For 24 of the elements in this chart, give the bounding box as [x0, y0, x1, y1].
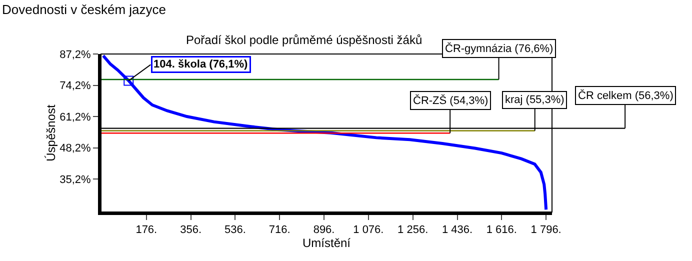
x-tick-label: 176. [136, 224, 158, 236]
ref-line-label: ČR-gymnázia (76,6%) [445, 42, 554, 55]
y-tick-label: 74,2% [60, 80, 92, 92]
x-tick-label: 356. [180, 224, 202, 236]
x-tick-label: 1 796. [530, 224, 562, 236]
y-axis-title: Úspěšnost [44, 104, 58, 162]
y-tick-label: 87,2% [60, 48, 92, 61]
ref-line-label: ČR celkem (56,3%) [578, 89, 674, 102]
x-tick-label: 1 616. [486, 224, 517, 236]
ref-line-label: kraj (55,3%) [505, 94, 564, 106]
chart-subtitle: Pořadí škol podle průměmé úspěšnosti žáků [186, 33, 422, 47]
x-tick-label: 716. [268, 224, 290, 236]
x-tick-label: 1 076. [353, 224, 384, 236]
chart-title: Dovednosti v českém jazyce [2, 2, 166, 17]
annotation: 104. škola (76,1%) [154, 58, 248, 70]
ref-line-label: ČR-ZŠ (54,3%) [413, 94, 488, 107]
x-tick-label: 1 256. [398, 224, 428, 236]
x-axis-title: Umístění [302, 236, 352, 250]
y-tick-label: 61,2% [60, 111, 92, 124]
x-tick-label: 536. [224, 224, 246, 236]
x-tick-label: 896. [313, 224, 335, 236]
y-tick-label: 48,2% [60, 142, 92, 155]
x-tick-label: 1 436. [442, 224, 473, 236]
y-tick-label: 35,2% [60, 174, 92, 186]
